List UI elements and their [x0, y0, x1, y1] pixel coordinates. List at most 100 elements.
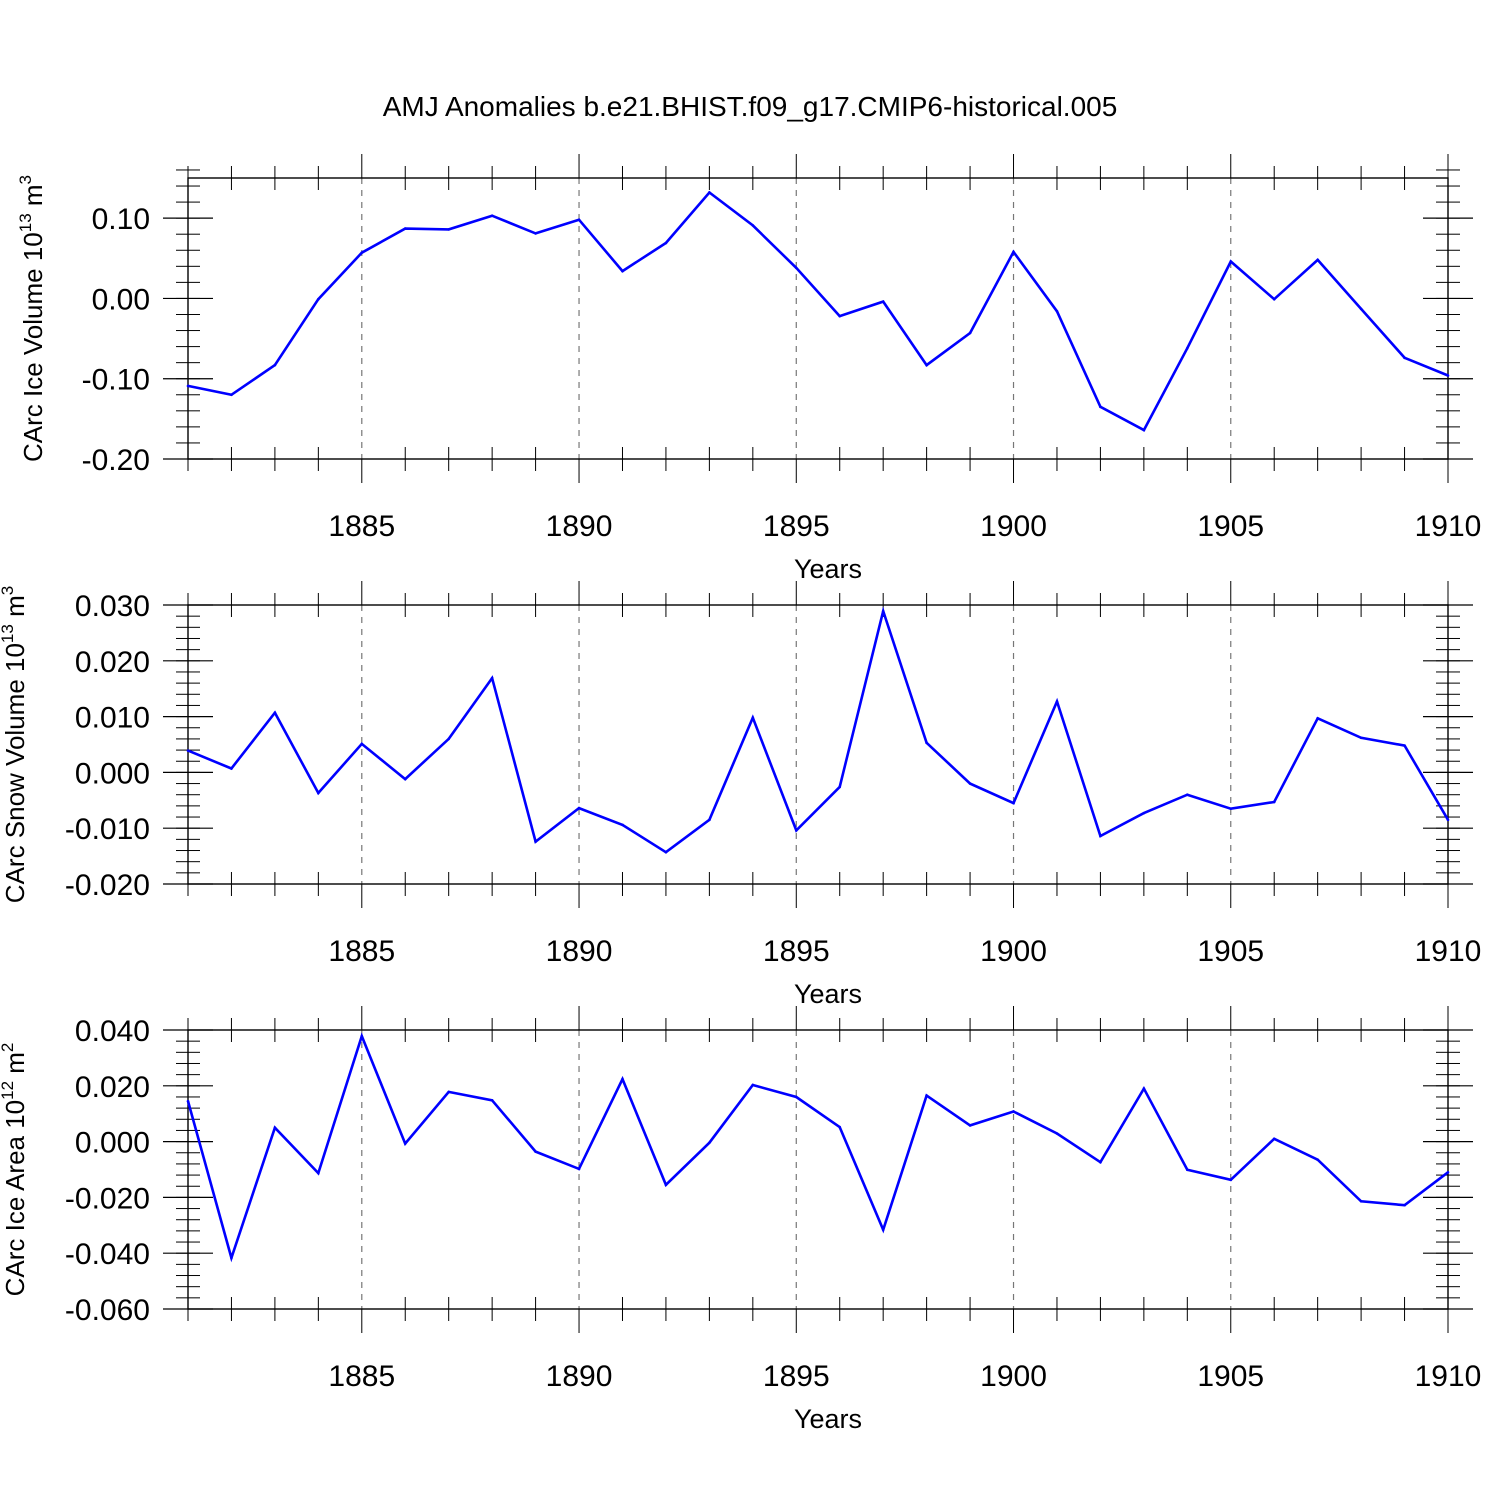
- x-tick-label: 1900: [980, 1360, 1047, 1393]
- data-point: [317, 791, 320, 795]
- data-point: [186, 1099, 190, 1103]
- data-point: [1316, 258, 1319, 262]
- data-point: [273, 363, 277, 367]
- y-tick-label: 0.00: [92, 283, 150, 316]
- data-point: [403, 777, 407, 781]
- chart-panel-ice-area: -0.060 -0.040 -0.020 0.000 0.020 0.040 1885 189…: [0, 1006, 1481, 1434]
- y-tick-label: 0.010: [75, 702, 150, 735]
- x-tick-label: 1910: [1415, 1360, 1482, 1393]
- x-tick-label: 1910: [1415, 510, 1482, 543]
- x-tick-label: 1890: [546, 935, 613, 968]
- data-point: [1272, 1137, 1276, 1141]
- x-tick-label: 1895: [763, 510, 830, 543]
- data-point: [794, 266, 798, 270]
- data-point: [1142, 1087, 1146, 1090]
- data-point: [1446, 1170, 1450, 1174]
- y-axis-title: CArc Snow Volume 1013 m3: [0, 586, 30, 903]
- data-point: [186, 749, 190, 752]
- x-tick-label: 1895: [763, 1360, 830, 1393]
- y-tick-label: 0.030: [75, 590, 150, 623]
- data-point: [968, 331, 972, 335]
- data-point: [881, 609, 885, 613]
- data-point: [360, 742, 364, 746]
- y-axis-title: CArc Ice Volume 1013 m3: [16, 175, 48, 462]
- data-point: [1229, 807, 1233, 810]
- data-point: [1142, 428, 1146, 432]
- data-point: [838, 1125, 842, 1129]
- x-tick-label: 1885: [328, 510, 395, 543]
- plot-frame: [187, 604, 1449, 885]
- data-point: [360, 1034, 364, 1038]
- data-point: [1229, 1178, 1233, 1182]
- data-point: [577, 218, 581, 222]
- data-point: [1142, 811, 1146, 815]
- x-tick-label: 1905: [1197, 1360, 1264, 1393]
- data-point: [403, 1142, 407, 1145]
- data-point: [1055, 1132, 1059, 1135]
- data-point: [1012, 250, 1015, 254]
- data-point: [1359, 307, 1363, 311]
- data-point: [708, 818, 711, 822]
- data-point: [1272, 297, 1276, 301]
- data-point: [1403, 744, 1406, 747]
- data-point: [534, 232, 537, 235]
- data-point: [708, 1141, 711, 1145]
- y-tick-label: 0.000: [75, 757, 150, 790]
- x-tick-label: 1900: [980, 510, 1047, 543]
- x-tick-label: 1905: [1197, 510, 1264, 543]
- data-point: [490, 214, 494, 218]
- y-tick-label: -0.040: [65, 1238, 150, 1271]
- data-point: [1316, 716, 1319, 720]
- y-tick-label: 0.10: [92, 203, 150, 236]
- y-tick-label: -0.10: [82, 364, 150, 397]
- y-tick-label: -0.020: [65, 1182, 150, 1215]
- data-point: [1099, 405, 1102, 409]
- data-point: [490, 676, 494, 680]
- data-point: [751, 224, 755, 227]
- data-point: [1359, 736, 1363, 740]
- data-point: [403, 227, 407, 230]
- data-point: [447, 228, 450, 231]
- x-tick-label: 1890: [546, 510, 613, 543]
- data-point: [273, 1126, 277, 1129]
- data-point: [1446, 374, 1450, 377]
- data-point: [577, 1167, 581, 1171]
- data-point: [1403, 356, 1406, 360]
- data-point: [1055, 700, 1059, 703]
- data-point: [1272, 800, 1276, 804]
- x-tick-label: 1910: [1415, 935, 1482, 968]
- data-point: [1012, 801, 1015, 805]
- data-point: [1012, 1110, 1015, 1113]
- y-tick-label: 0.020: [75, 1071, 150, 1104]
- data-point: [925, 363, 928, 367]
- series-line-ice-volume: [187, 190, 1449, 432]
- x-axis-title: Years: [794, 979, 862, 1009]
- data-point: [1359, 1200, 1363, 1203]
- data-point: [447, 1090, 450, 1094]
- y-axis-title: CArc Ice Area 1012 m2: [0, 1043, 30, 1297]
- x-tick-label: 1895: [763, 935, 830, 968]
- data-point: [621, 1077, 624, 1081]
- data-point: [186, 384, 190, 388]
- data-point: [881, 1228, 885, 1232]
- x-tick-label: 1890: [546, 1360, 613, 1393]
- chart-panel-ice-volume: -0.20 -0.10 0.00 0.10 1885 1890 1895 1900 1905 19…: [16, 154, 1481, 584]
- data-point: [925, 741, 928, 745]
- x-tick-label: 1900: [980, 935, 1047, 968]
- data-point: [273, 711, 277, 714]
- y-tick-label: 0.040: [75, 1015, 150, 1048]
- x-axis-title: Years: [794, 554, 862, 584]
- data-point: [534, 1150, 537, 1153]
- data-point: [1186, 1168, 1189, 1172]
- series-line-ice-area: [186, 1032, 1449, 1263]
- y-tick-label: -0.20: [82, 444, 150, 477]
- data-point: [708, 191, 711, 194]
- data-point: [925, 1094, 928, 1097]
- data-point: [230, 767, 233, 770]
- data-point: [317, 1171, 320, 1175]
- x-tick-label: 1905: [1197, 935, 1264, 968]
- data-point: [621, 823, 624, 827]
- data-point: [577, 806, 581, 810]
- data-point: [751, 716, 755, 720]
